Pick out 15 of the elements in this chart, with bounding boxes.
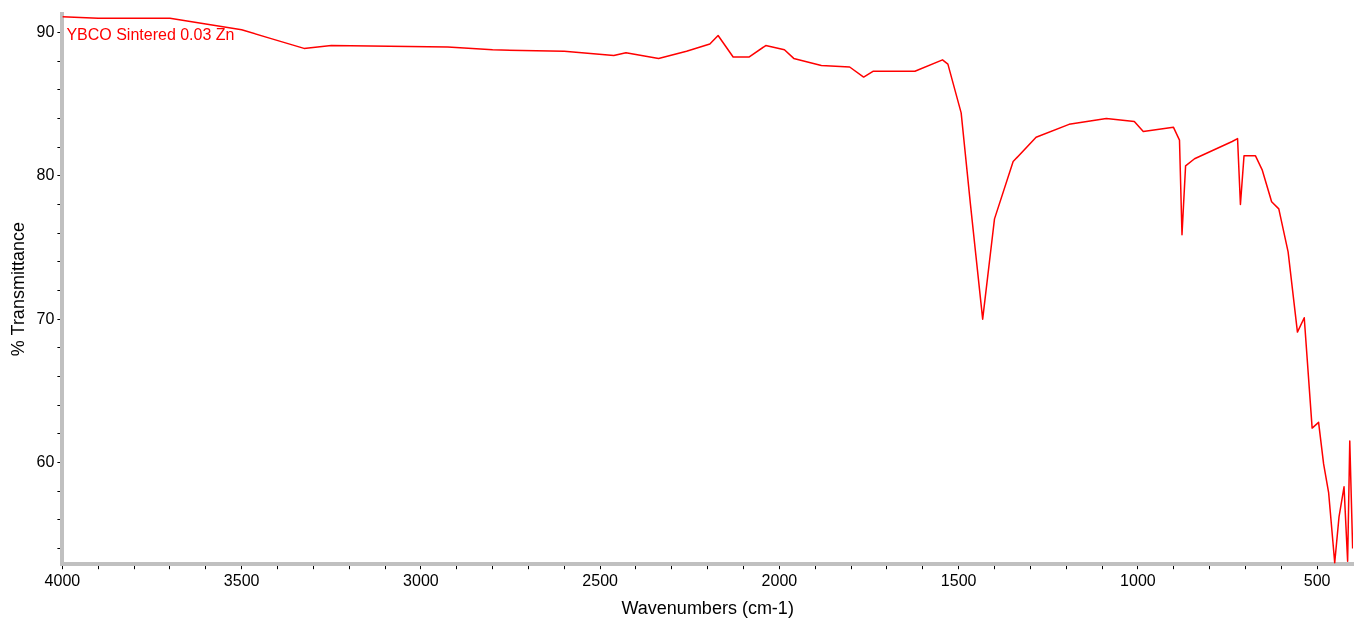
- y-axis-title: % Transmittance: [7, 222, 28, 357]
- y-tick-label: 80: [36, 166, 55, 184]
- y-tick-label: 60: [36, 452, 55, 470]
- x-tick-label: 2500: [582, 572, 619, 590]
- x-tick-label: 1000: [1120, 572, 1156, 590]
- x-axis-title: Wavenumbers (cm-1): [621, 598, 794, 619]
- x-tick-label: 500: [1303, 572, 1331, 590]
- x-tick-label: 3000: [403, 572, 439, 590]
- y-tick-label: 90: [36, 23, 55, 41]
- x-tick-label: 3500: [223, 572, 260, 590]
- y-tick-label: 70: [36, 309, 55, 327]
- series-label: YBCO Sintered 0.03 Zn: [66, 26, 235, 44]
- x-tick-label: 4000: [44, 572, 81, 590]
- x-tick-label: 2000: [761, 572, 798, 590]
- x-tick-label: 1500: [940, 572, 977, 590]
